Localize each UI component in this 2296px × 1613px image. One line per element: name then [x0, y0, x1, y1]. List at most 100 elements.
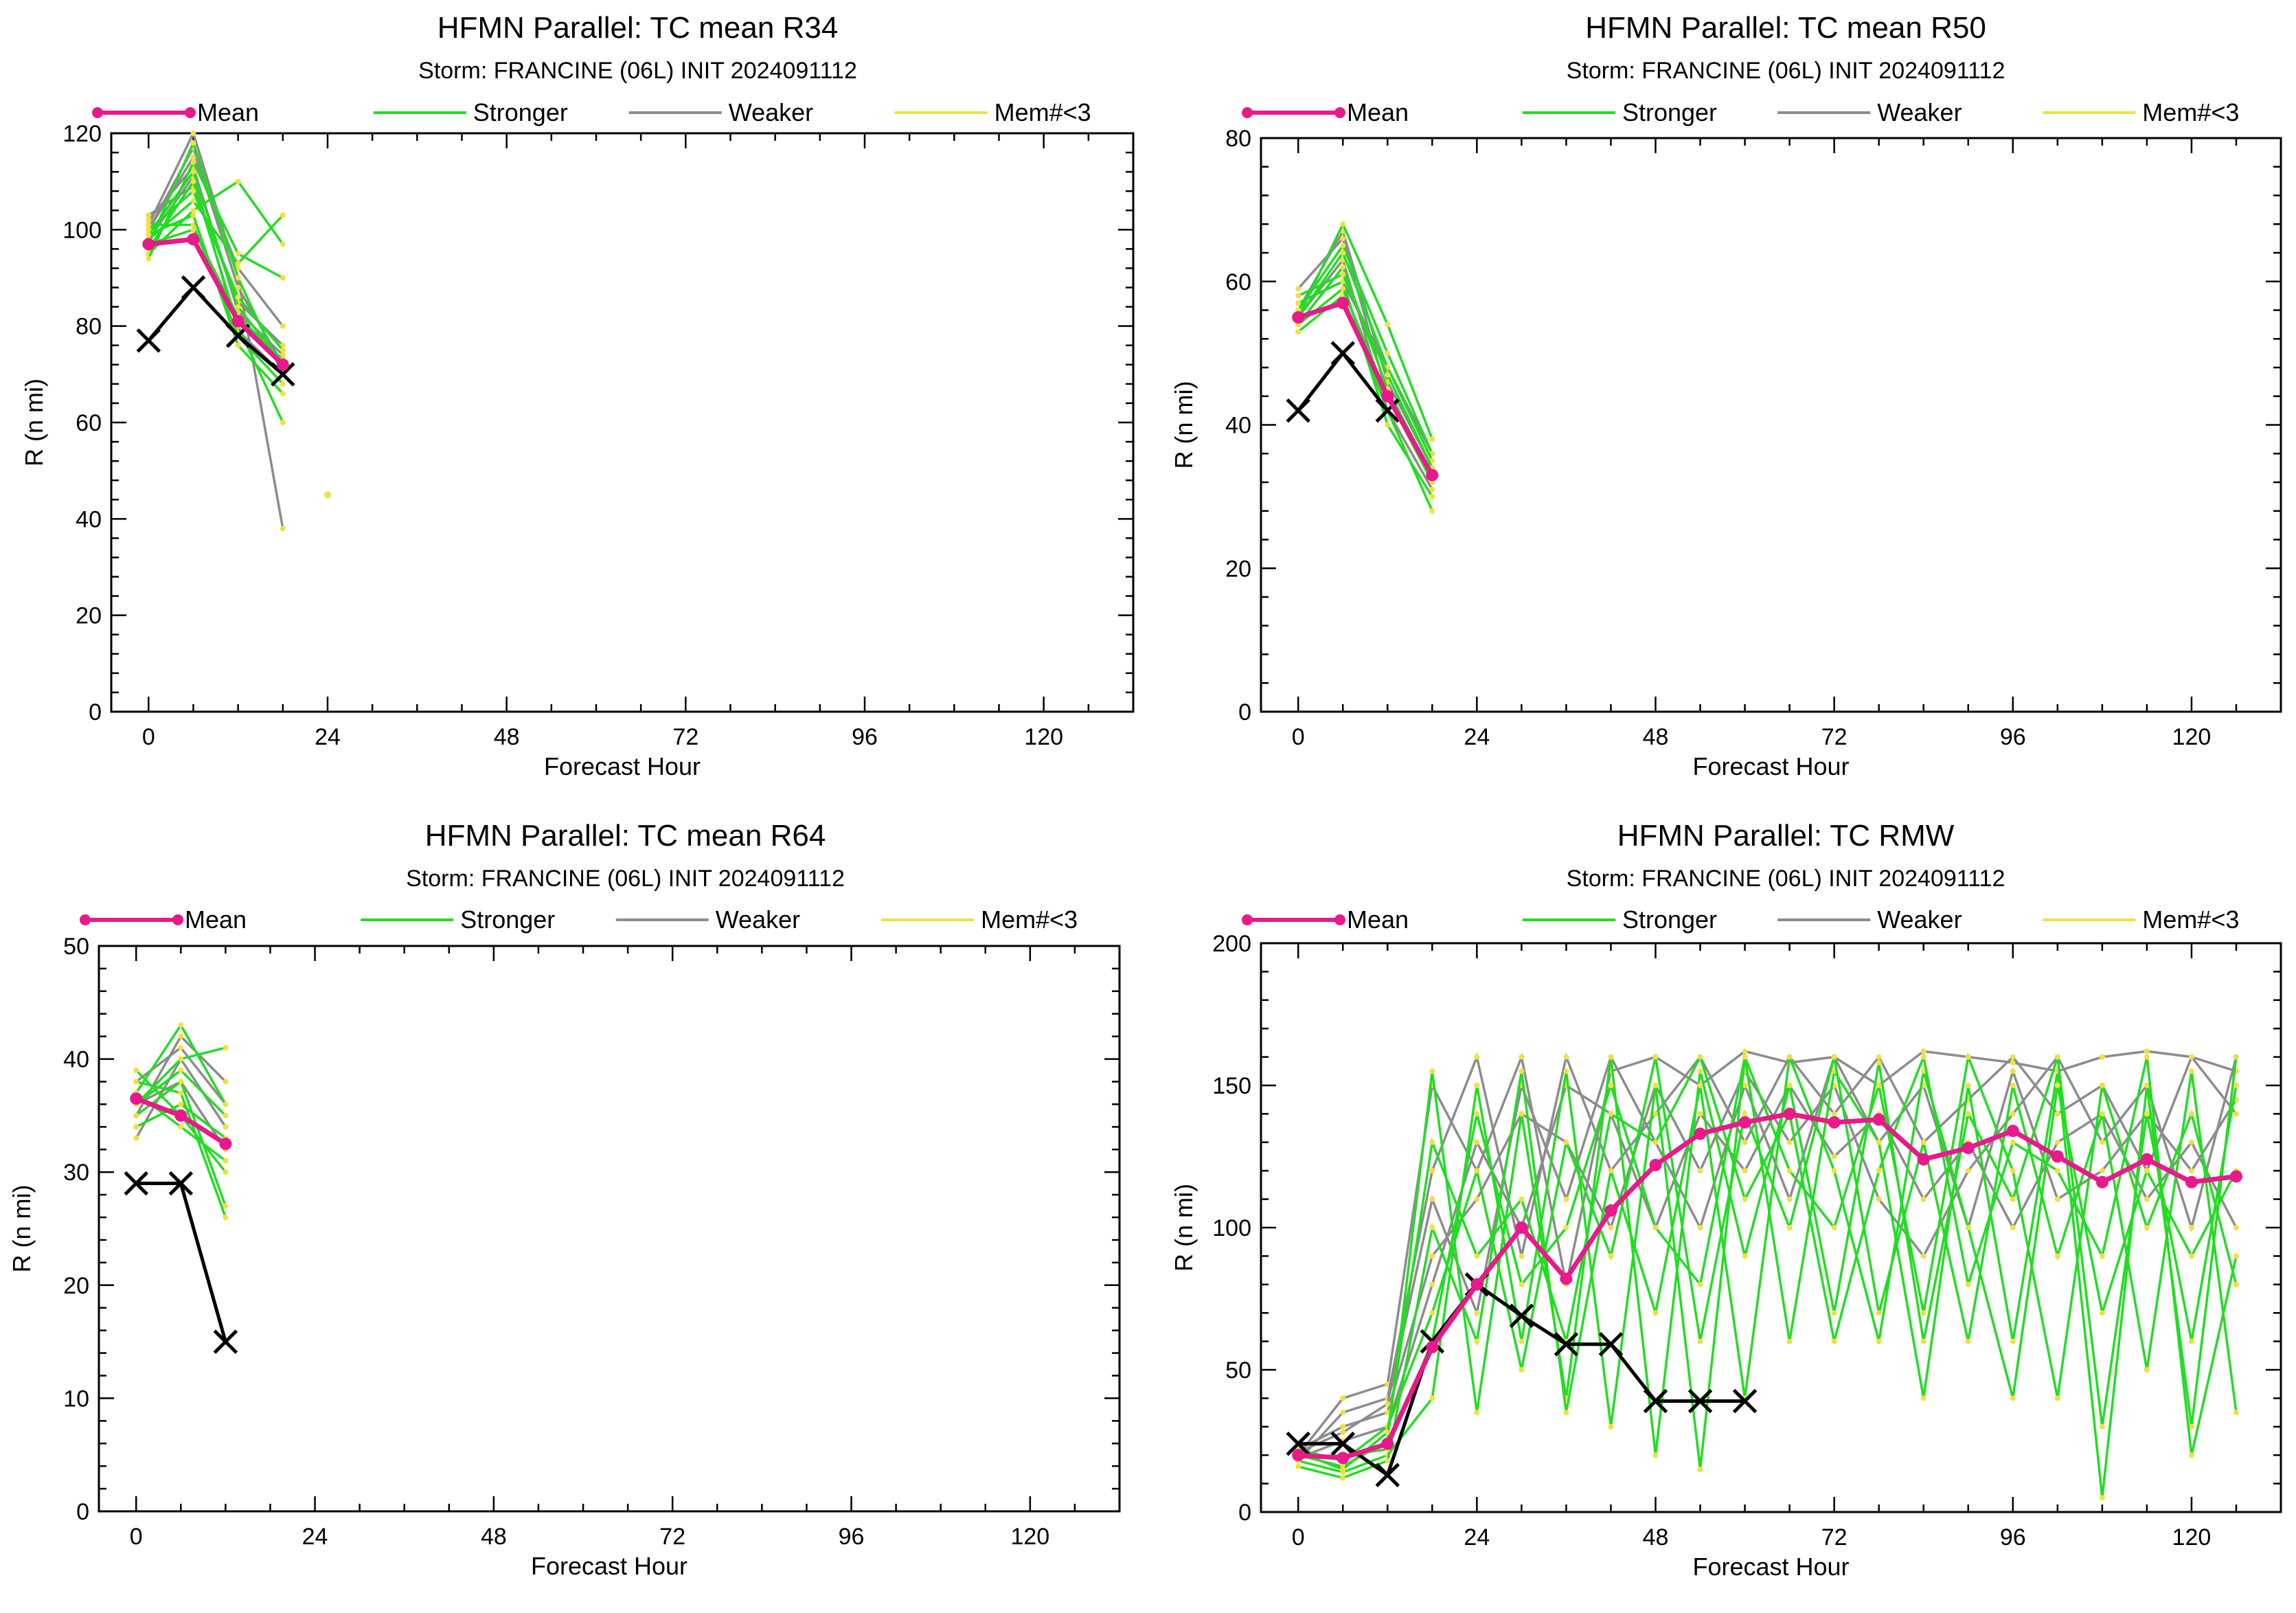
member-point — [1519, 1367, 1525, 1373]
member-point — [1786, 1083, 1793, 1088]
chart-svg: 0 24 48 72 96 120 0 10 20 30 40 50 Forecast Hour R (n… — [8, 905, 1121, 1580]
member-point — [280, 347, 286, 353]
x-tick-label: 120 — [1010, 1524, 1049, 1550]
mean-point — [1604, 1204, 1617, 1217]
member-point — [1697, 1281, 1703, 1287]
member-point — [1920, 1338, 1926, 1344]
panel-subtitle: Storm: FRANCINE (06L) INIT 2024091112 — [1566, 58, 2005, 84]
best-track-marker-stroke — [181, 275, 206, 300]
member-point — [235, 284, 241, 291]
weaker-member-line — [1297, 1050, 2237, 1456]
member-point — [2010, 1196, 2016, 1202]
member-point — [1385, 1458, 1391, 1464]
legend-marker — [1334, 914, 1345, 925]
mean-point — [2140, 1153, 2153, 1166]
member-point — [178, 1124, 184, 1130]
member-point — [2010, 1068, 2016, 1074]
member-point — [1429, 493, 1435, 499]
best-track-marker-stroke — [1286, 1431, 1310, 1456]
member-point — [1295, 286, 1302, 292]
best-track-marker-stroke — [168, 1171, 194, 1196]
x-tick-label: 0 — [130, 1524, 143, 1550]
member-point — [2233, 1253, 2239, 1259]
best-track-marker — [1732, 1388, 1758, 1414]
mean-point — [276, 358, 289, 371]
member-point — [1652, 1310, 1659, 1316]
member-point — [1474, 1139, 1480, 1145]
best-track-line — [136, 1182, 227, 1342]
panel-subtitle: Storm: FRANCINE (06L) INIT 2024091112 — [406, 866, 845, 892]
member-point — [1474, 1083, 1480, 1088]
member-point — [1474, 1196, 1480, 1202]
member-point — [1608, 1083, 1614, 1088]
best-track-marker — [1509, 1303, 1534, 1329]
member-point — [2054, 1083, 2060, 1088]
member-point — [1652, 1083, 1659, 1088]
member-point — [2188, 1111, 2194, 1117]
member-point — [2054, 1253, 2060, 1259]
member-point — [2233, 1111, 2239, 1117]
member-point — [146, 227, 152, 233]
member-point — [178, 1101, 184, 1107]
member-point — [1697, 1338, 1703, 1344]
mean-point — [2095, 1175, 2109, 1188]
member-point — [1340, 1430, 1346, 1436]
legend-label: Stronger — [1622, 905, 1717, 934]
mean-point — [187, 233, 200, 246]
member-point — [1340, 242, 1346, 249]
member-point — [1920, 1395, 1926, 1401]
member-point — [2054, 1139, 2060, 1145]
weaker-member-line — [1297, 257, 1433, 490]
member-point — [1965, 1054, 1971, 1060]
member-point — [223, 1169, 229, 1175]
member-point — [2054, 1054, 2060, 1060]
member-point — [1429, 1395, 1435, 1401]
best-track-marker — [181, 275, 206, 300]
member-point — [1340, 250, 1346, 256]
member-point — [1340, 1410, 1346, 1416]
member-point — [1474, 1054, 1480, 1060]
mean-point — [1381, 390, 1394, 403]
member-point — [1876, 1083, 1882, 1088]
member-point — [1786, 1225, 1793, 1230]
member-point — [280, 526, 286, 532]
member-point — [1519, 1068, 1525, 1074]
legend-label: Weaker — [1877, 905, 1962, 934]
member-point — [1697, 1083, 1703, 1088]
member-point — [235, 275, 241, 281]
member-point — [2233, 1225, 2239, 1230]
member-point — [1340, 1423, 1346, 1430]
member-point — [146, 232, 152, 238]
plot-frame — [98, 945, 1121, 1513]
member-point — [1742, 1111, 1748, 1117]
panel-r64: HFMN Parallel: TC mean R64 Storm: FRANCI… — [0, 806, 1148, 1613]
member-point — [1385, 322, 1391, 328]
member-point — [1474, 1168, 1480, 1174]
member-point — [1965, 1168, 1971, 1174]
member-point — [146, 217, 152, 223]
member-point — [1474, 1410, 1480, 1416]
member-point — [2144, 1168, 2150, 1174]
stronger-member-line — [148, 223, 284, 385]
mean-point — [1292, 311, 1305, 324]
member-point — [1652, 1054, 1659, 1060]
member-point — [1295, 1463, 1302, 1469]
best-track-marker — [168, 1171, 194, 1196]
member-point — [1340, 1466, 1346, 1472]
member-point — [1920, 1054, 1926, 1060]
member-point — [1519, 1196, 1525, 1202]
member-point — [2054, 1395, 2060, 1401]
best-track-marker-stroke — [1375, 1463, 1400, 1487]
member-point — [178, 1068, 184, 1074]
legend-marker — [172, 914, 183, 925]
y-tick-label: 80 — [76, 314, 102, 340]
member-point — [2099, 1054, 2105, 1060]
legend-label: Weaker — [1877, 98, 1962, 126]
best-track-marker-stroke — [1643, 1388, 1668, 1414]
y-axis-label: R (n mi) — [1170, 381, 1198, 469]
member-point — [2054, 1168, 2060, 1174]
member-point — [2010, 1054, 2016, 1060]
member-point — [2010, 1139, 2016, 1145]
y-tick-label: 100 — [1212, 1215, 1251, 1241]
member-point — [1742, 1054, 1748, 1060]
